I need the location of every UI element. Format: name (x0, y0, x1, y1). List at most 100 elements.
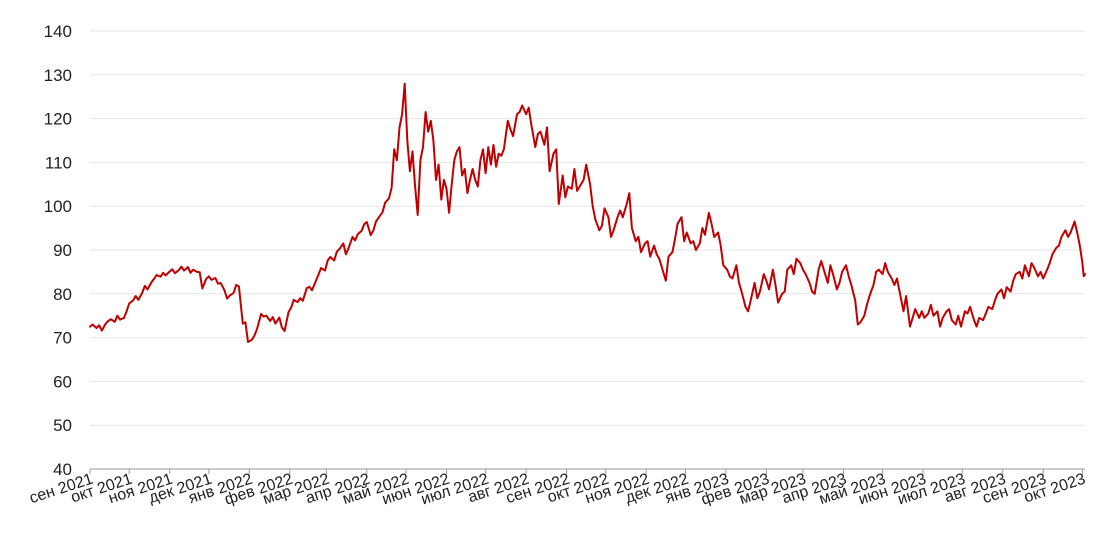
data-point (493, 144, 494, 146)
data-point (288, 311, 289, 313)
data-point (628, 192, 630, 194)
data-point (1065, 229, 1066, 231)
data-point (777, 302, 779, 303)
data-point (811, 291, 813, 292)
data-point (114, 321, 116, 323)
data-point (775, 284, 776, 286)
data-point (199, 271, 201, 273)
data-point (435, 179, 437, 181)
data-point (967, 313, 968, 314)
data-point (997, 293, 998, 295)
data-point (299, 297, 301, 299)
data-point (745, 306, 746, 308)
data-point (969, 306, 971, 308)
data-point (814, 293, 816, 295)
data-point (592, 205, 594, 207)
data-point (912, 317, 913, 319)
data-point (92, 324, 93, 325)
data-point (900, 297, 902, 299)
data-point (430, 120, 432, 122)
data-point (668, 256, 669, 257)
data-point (955, 324, 957, 325)
data-point (500, 155, 502, 157)
data-point (401, 113, 403, 115)
data-point (583, 179, 584, 181)
data-point (796, 258, 797, 260)
data-point (375, 221, 377, 222)
data-point (366, 221, 368, 223)
data-point (242, 323, 244, 324)
data-point (272, 316, 274, 318)
data-point (393, 148, 395, 150)
data-point (354, 240, 356, 241)
data-point (329, 256, 331, 258)
data-point (894, 284, 895, 286)
data-point (1031, 262, 1032, 264)
data-point (196, 271, 198, 273)
data-point (878, 269, 880, 271)
data-point (224, 289, 225, 291)
y-tick-label: 130 (44, 66, 72, 85)
data-point (656, 254, 658, 255)
data-point (991, 308, 993, 310)
data-point (1021, 278, 1023, 279)
data-point (345, 254, 347, 255)
data-point (495, 166, 497, 168)
data-point (805, 273, 806, 275)
data-point (485, 172, 486, 174)
data-point (169, 271, 171, 272)
data-point (610, 236, 612, 238)
data-point (622, 216, 624, 218)
data-point (768, 289, 770, 290)
data-point (585, 164, 587, 166)
data-point (1049, 262, 1051, 264)
data-point (875, 271, 877, 273)
data-point (174, 272, 176, 274)
data-point (635, 240, 637, 242)
data-point (576, 190, 578, 192)
data-point (201, 288, 203, 289)
data-point (619, 210, 621, 212)
data-point (1028, 275, 1030, 277)
data-point (373, 229, 374, 231)
data-point (284, 330, 285, 332)
data-point (211, 279, 212, 281)
data-point (830, 264, 831, 266)
data-point (446, 188, 447, 190)
data-point (982, 319, 984, 321)
data-point (732, 278, 733, 279)
data-point (772, 269, 774, 271)
data-point (571, 188, 573, 190)
data-point (1067, 236, 1069, 238)
data-point (311, 289, 313, 291)
data-point (729, 275, 731, 277)
data-point (918, 317, 920, 319)
data-point (474, 179, 476, 181)
data-point (98, 324, 100, 326)
data-point (544, 144, 545, 146)
data-point (425, 111, 426, 113)
data-point (265, 315, 267, 317)
data-point (233, 292, 235, 294)
data-point (1083, 275, 1085, 277)
data-point (845, 264, 847, 266)
data-point (1055, 247, 1057, 249)
data-point (549, 170, 550, 172)
data-point (818, 269, 819, 271)
data-point (487, 146, 489, 148)
data-point (704, 234, 706, 236)
data-point (433, 140, 434, 141)
data-point (324, 270, 326, 271)
data-point (708, 212, 710, 214)
data-point (672, 251, 673, 253)
data-point (443, 179, 445, 181)
data-point (608, 216, 609, 218)
data-point (722, 264, 724, 266)
data-point (1058, 245, 1060, 247)
data-point (525, 113, 527, 115)
data-point (183, 270, 185, 271)
data-point (695, 249, 697, 251)
series-line (89, 82, 1086, 343)
data-point (467, 192, 468, 194)
data-point (510, 129, 511, 131)
